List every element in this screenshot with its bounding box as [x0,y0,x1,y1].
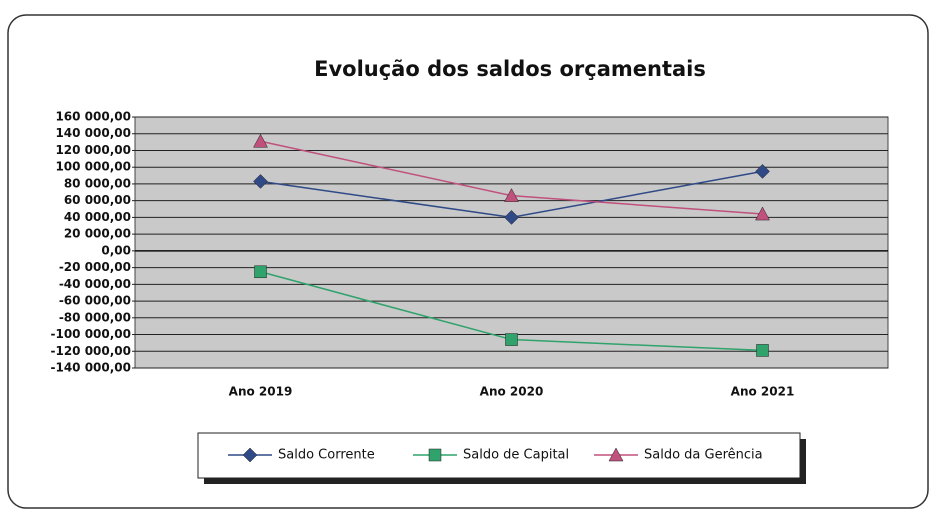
plot-area [134,116,889,369]
y-tick-label: -40 000,00 [59,277,131,291]
data-point [253,174,268,189]
y-tick-label: 140 000,00 [55,126,131,140]
chart-title: Evolução dos saldos orçamentais [314,57,706,81]
y-tick-label: 100 000,00 [55,160,131,174]
x-tick-label: Ano 2021 [731,385,795,399]
data-point [755,164,770,179]
y-tick-label: -100 000,00 [50,327,131,341]
y-tick-label: 80 000,00 [64,176,131,190]
y-tick-label: -80 000,00 [59,310,131,324]
data-point [253,133,268,148]
data-point [505,333,518,346]
y-tick-label: 20 000,00 [64,227,131,241]
data-point [504,188,519,202]
y-tick-label: 120 000,00 [55,143,131,157]
y-tick-label: -60 000,00 [59,294,131,308]
y-tick-label: 60 000,00 [64,193,131,207]
data-point [755,206,770,221]
data-point [254,265,267,279]
y-tick-label: -140 000,00 [50,361,131,375]
legend-label: Saldo Corrente [278,448,375,463]
y-tick-label: 160 000,00 [55,110,131,124]
legend-marker [242,447,258,463]
legend [197,432,801,479]
x-tick-label: Ano 2019 [229,385,293,399]
y-tick-label: 40 000,00 [64,210,131,224]
legend-label: Saldo da Gerência [644,448,763,463]
x-tick-label: Ano 2020 [480,385,544,399]
y-tick-label: -120 000,00 [50,344,131,358]
y-tick-label: -20 000,00 [59,260,131,274]
data-point [504,210,519,225]
y-tick-label: 0,00 [101,243,131,257]
legend-marker [428,448,442,462]
legend-label: Saldo de Capital [463,448,569,463]
legend-marker [608,447,624,462]
data-point [756,344,769,357]
